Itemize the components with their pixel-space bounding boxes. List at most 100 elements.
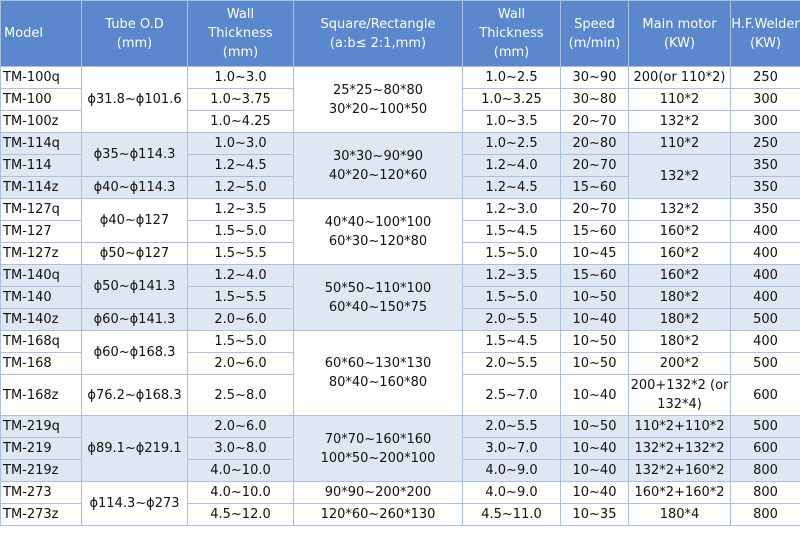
motor-cell: 180*2 <box>628 286 731 309</box>
motor-cell: 200(or 110*2) <box>628 66 731 89</box>
welder-cell: 400 <box>730 242 800 265</box>
header-speed: Speed (m/min) <box>560 0 629 67</box>
welder-cell: 400 <box>730 220 800 243</box>
wall-square-cell: 3.0~7.0 <box>462 437 561 460</box>
speed-cell: 10~50 <box>560 352 629 375</box>
table-row: TM-219q ϕ89.1~ϕ219.1 2.0~6.0 70*70~160*1… <box>0 415 800 482</box>
model-cell: TM-140q <box>0 264 82 287</box>
model-cell: TM-219z <box>0 459 82 482</box>
wall-round-cell: 1.5~5.0 <box>187 220 294 243</box>
tube-od-cell: ϕ60~ϕ141.3 <box>81 308 188 331</box>
speed-cell: 15~60 <box>560 264 629 287</box>
wall-round-cell: 1.5~5.5 <box>187 286 294 309</box>
wall-round-cell: 2.0~6.0 <box>187 308 294 331</box>
header-square-rectangle: Square/Rectangle (a:b≤ 2:1,mm) <box>293 0 463 67</box>
motor-cell: 132*2 <box>628 110 731 133</box>
table-row: TM-140q ϕ50~ϕ141.3 1.2~4.0 50*50~110*100… <box>0 264 800 331</box>
spec-table: Model Tube O.D (mm) Wall Thickness (mm) Squ… <box>0 0 800 526</box>
welder-cell: 800 <box>730 459 800 482</box>
wall-round-cell: 1.2~3.5 <box>187 198 294 221</box>
model-cell: TM-140 <box>0 286 82 309</box>
wall-square-cell: 2.0~5.5 <box>462 415 561 438</box>
welder-cell: 600 <box>730 374 800 416</box>
speed-cell: 20~80 <box>560 132 629 155</box>
motor-cell: 132*2+132*2 <box>628 437 731 460</box>
welder-cell: 800 <box>730 481 800 504</box>
header-wall-thickness-square: Wall Thickness (mm) <box>462 0 561 67</box>
speed-cell: 15~60 <box>560 176 629 199</box>
square-rect-cell: 90*90~200*200 <box>293 481 463 504</box>
speed-cell: 10~40 <box>560 374 629 416</box>
wall-round-cell: 4.0~10.0 <box>187 459 294 482</box>
welder-cell: 600 <box>730 437 800 460</box>
wall-round-cell: 1.5~5.0 <box>187 330 294 353</box>
wall-square-cell: 1.5~4.5 <box>462 330 561 353</box>
square-rect-cell: 30*30~90*90 40*20~120*60 <box>293 132 463 199</box>
model-cell: TM-114z <box>0 176 82 199</box>
tube-od-cell: ϕ89.1~ϕ219.1 <box>81 415 188 482</box>
motor-cell: 160*2 <box>628 220 731 243</box>
table-row: TM-127q ϕ40~ϕ127 1.2~3.5 40*40~100*100 60… <box>0 198 800 265</box>
table-row: TM-114 1.2~4.5 1.2~4.0 20~70 132*2 350 <box>0 154 800 199</box>
table-row: TM-100q ϕ31.8~ϕ101.6 1.0~3.0 25*25~80*80… <box>0 66 800 133</box>
speed-cell: 20~70 <box>560 110 629 133</box>
wall-square-cell: 1.5~5.0 <box>462 242 561 265</box>
wall-square-cell: 2.0~5.5 <box>462 308 561 331</box>
speed-cell: 10~40 <box>560 459 629 482</box>
speed-cell: 10~50 <box>560 415 629 438</box>
welder-cell: 300 <box>730 110 800 133</box>
welder-cell: 350 <box>730 198 800 221</box>
square-rect-cell: 120*60~260*130 <box>293 503 463 526</box>
model-cell: TM-273 <box>0 481 82 504</box>
welder-cell: 800 <box>730 503 800 526</box>
table-row: TM-127 1.5~5.0 1.5~4.5 15~60 160*2 400 <box>0 220 800 243</box>
welder-cell: 400 <box>730 264 800 287</box>
wall-square-cell: 1.2~4.0 <box>462 154 561 177</box>
wall-square-cell: 4.0~9.0 <box>462 481 561 504</box>
speed-cell: 10~35 <box>560 503 629 526</box>
speed-cell: 10~40 <box>560 308 629 331</box>
square-rect-cell: 40*40~100*100 60*30~120*80 <box>293 198 463 265</box>
wall-round-cell: 2.0~6.0 <box>187 415 294 438</box>
wall-square-cell: 4.0~9.0 <box>462 459 561 482</box>
welder-cell: 400 <box>730 286 800 309</box>
table-row: TM-100 1.0~3.75 1.0~3.25 30~80 110*2 300 <box>0 88 800 111</box>
wall-round-cell: 1.0~4.25 <box>187 110 294 133</box>
model-cell: TM-168 <box>0 352 82 375</box>
square-rect-cell: 25*25~80*80 30*20~100*50 <box>293 66 463 133</box>
header-hf-welder: H.F.Welder (KW) <box>730 0 800 67</box>
speed-cell: 20~70 <box>560 154 629 177</box>
wall-square-cell: 1.2~4.5 <box>462 176 561 199</box>
welder-cell: 300 <box>730 88 800 111</box>
welder-cell: 350 <box>730 176 800 199</box>
tube-od-cell: ϕ40~ϕ114.3 <box>81 176 188 199</box>
table-row: TM-273 ϕ114.3~ϕ273 4.0~10.0 90*90~200*20… <box>0 481 800 526</box>
wall-square-cell: 1.2~3.0 <box>462 198 561 221</box>
tube-od-cell: ϕ114.3~ϕ273 <box>81 481 188 526</box>
table-row: TM-168 2.0~6.0 2.0~5.5 10~50 200*2 500 <box>0 352 800 375</box>
model-cell: TM-219 <box>0 437 82 460</box>
header-row: Model Tube O.D (mm) Wall Thickness (mm) Squ… <box>0 0 800 67</box>
model-cell: TM-100q <box>0 66 82 89</box>
wall-square-cell: 1.0~2.5 <box>462 66 561 89</box>
welder-cell: 500 <box>730 415 800 438</box>
square-rect-cell: 60*60~130*130 80*40~160*80 <box>293 330 463 416</box>
model-cell: TM-114 <box>0 154 82 177</box>
speed-cell: 10~50 <box>560 330 629 353</box>
wall-round-cell: 1.0~3.75 <box>187 88 294 111</box>
speed-cell: 10~40 <box>560 481 629 504</box>
wall-round-cell: 1.2~5.0 <box>187 176 294 199</box>
speed-cell: 10~45 <box>560 242 629 265</box>
wall-square-cell: 2.0~5.5 <box>462 352 561 375</box>
motor-cell: 110*2 <box>628 88 731 111</box>
motor-cell: 180*2 <box>628 308 731 331</box>
table-row: TM-100z 1.0~4.25 1.0~3.5 20~70 132*2 300 <box>0 110 800 133</box>
welder-cell: 500 <box>730 308 800 331</box>
header-wall-thickness-round: Wall Thickness (mm) <box>187 0 294 67</box>
motor-cell: 110*2 <box>628 132 731 155</box>
motor-cell: 160*2 <box>628 264 731 287</box>
model-cell: TM-273z <box>0 503 82 526</box>
wall-square-cell: 1.0~3.25 <box>462 88 561 111</box>
wall-round-cell: 2.5~8.0 <box>187 374 294 416</box>
model-cell: TM-114q <box>0 132 82 155</box>
